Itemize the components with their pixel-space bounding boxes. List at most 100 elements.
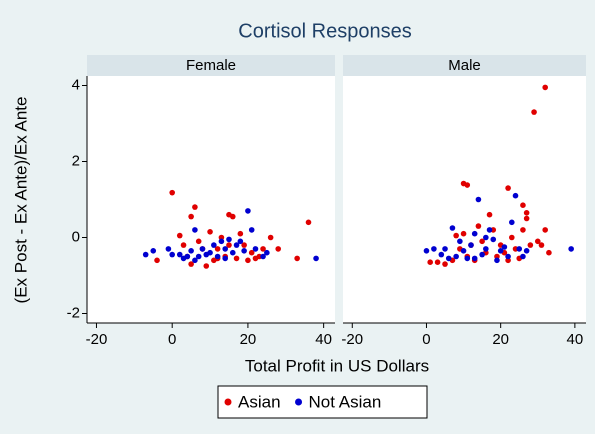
point <box>475 223 482 229</box>
point <box>523 210 530 216</box>
point <box>486 227 493 233</box>
point <box>509 219 515 226</box>
point <box>516 246 523 252</box>
point <box>260 253 266 260</box>
point <box>237 238 244 245</box>
point <box>471 230 478 237</box>
point <box>468 242 474 248</box>
point <box>490 236 497 243</box>
point <box>150 248 157 254</box>
chart-title: Cortisol Responses <box>238 20 411 42</box>
point <box>542 227 548 233</box>
point <box>241 242 247 248</box>
point <box>520 227 526 233</box>
point <box>538 242 545 248</box>
point <box>188 213 194 220</box>
point <box>248 227 255 233</box>
point <box>457 238 463 245</box>
point <box>497 248 504 254</box>
panel-label: Male <box>448 57 481 74</box>
plot-area <box>343 76 586 323</box>
point <box>192 204 198 210</box>
point <box>501 244 508 250</box>
point <box>218 238 225 245</box>
point <box>505 185 511 191</box>
point <box>203 263 210 269</box>
y-tick-label: -2 <box>67 304 80 321</box>
point <box>523 248 530 254</box>
point <box>520 253 526 260</box>
point <box>546 249 552 256</box>
point <box>226 242 232 248</box>
point <box>237 230 244 237</box>
point <box>527 242 534 248</box>
legend-label: Asian <box>238 392 281 411</box>
point <box>475 196 482 203</box>
point <box>568 246 574 252</box>
point <box>245 208 251 214</box>
point <box>479 238 485 245</box>
point <box>184 253 191 260</box>
point <box>211 242 217 248</box>
point <box>192 257 198 264</box>
point <box>434 259 441 266</box>
point <box>229 213 236 220</box>
point <box>241 248 247 254</box>
x-tick-label: -20 <box>341 331 363 348</box>
point <box>512 192 519 199</box>
point <box>464 255 471 262</box>
point <box>445 255 452 262</box>
point <box>442 261 448 267</box>
point <box>169 189 175 196</box>
legend-label: Not Asian <box>309 392 382 411</box>
y-tick-label: 0 <box>72 228 80 245</box>
point <box>471 255 478 262</box>
point <box>531 109 537 115</box>
point <box>165 246 172 252</box>
point <box>260 246 266 252</box>
point <box>222 246 228 252</box>
x-tick-label: -20 <box>86 331 108 348</box>
legend-marker <box>295 398 303 406</box>
x-tick-label: 20 <box>240 331 257 348</box>
point <box>176 251 183 258</box>
point <box>169 251 175 258</box>
point <box>431 246 437 252</box>
point <box>229 249 236 256</box>
x-tick-label: 0 <box>168 331 176 348</box>
point <box>460 248 467 254</box>
point <box>449 225 456 231</box>
y-axis-label: (Ex Post - Ex Ante)/Ex Ante <box>11 97 30 304</box>
point <box>195 238 202 245</box>
point <box>427 259 433 266</box>
y-tick-label: 2 <box>72 152 80 169</box>
point <box>176 232 183 239</box>
point <box>264 249 270 256</box>
point <box>233 242 240 248</box>
point <box>207 229 213 235</box>
x-tick-label: 20 <box>492 331 509 348</box>
point <box>248 249 255 256</box>
point <box>453 232 459 239</box>
point <box>542 84 548 91</box>
point <box>483 234 489 241</box>
x-tick-label: 0 <box>422 331 430 348</box>
point <box>438 251 445 258</box>
point <box>267 234 274 241</box>
point <box>214 246 221 252</box>
panel-strip <box>343 55 586 76</box>
point <box>252 246 259 252</box>
point <box>305 219 312 226</box>
point <box>520 202 526 208</box>
point <box>423 248 430 254</box>
legend-marker <box>224 398 232 406</box>
point <box>207 249 213 256</box>
point <box>486 211 493 218</box>
x-tick-label: 40 <box>315 331 332 348</box>
point <box>142 251 149 258</box>
point <box>505 253 511 260</box>
point <box>479 251 485 258</box>
point <box>233 255 240 262</box>
point <box>245 257 251 264</box>
point <box>494 257 500 264</box>
